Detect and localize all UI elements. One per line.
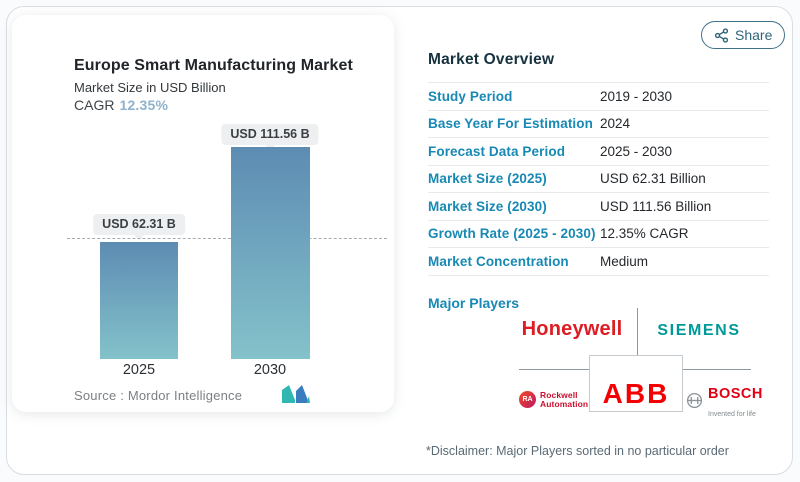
bosch-wordmark: BOSCH xyxy=(708,386,763,402)
table-row-market-size-2025: Market Size (2025) USD 62.31 Billion xyxy=(428,166,769,193)
table-row-growth-rate: Growth Rate (2025 - 2030) 12.35% CAGR xyxy=(428,221,769,248)
bar-value-label-2030: USD 111.56 B xyxy=(221,124,319,145)
bosch-tagline: Invented for life xyxy=(708,411,756,418)
row-value: 12.35% CAGR xyxy=(600,226,689,242)
overview-table: Study Period 2019 - 2030 Base Year For E… xyxy=(428,82,769,276)
abb-logo-box: ABB xyxy=(589,355,683,412)
players-vertical-divider xyxy=(637,308,639,355)
major-players-title: Major Players xyxy=(428,295,520,311)
rockwell-automation-logo: RA Rockwell Automation xyxy=(519,391,588,408)
players-horizontal-line-left xyxy=(519,369,589,371)
bosch-logo: BOSCH Invented for life xyxy=(686,385,763,421)
row-label: Growth Rate (2025 - 2030) xyxy=(428,226,596,242)
rockwell-line1: Rockwell xyxy=(540,390,578,400)
x-axis-label-2030: 2030 xyxy=(253,362,287,378)
x-axis-label-2025: 2025 xyxy=(122,362,156,378)
table-row-forecast-period: Forecast Data Period 2025 - 2030 xyxy=(428,138,769,166)
chart-source: Source : Mordor Intelligence xyxy=(74,388,243,403)
siemens-logo: SIEMENS xyxy=(657,322,741,339)
row-label: Base Year For Estimation xyxy=(428,116,593,132)
disclaimer-text: *Disclaimer: Major Players sorted in no … xyxy=(426,444,729,458)
overview-title: Market Overview xyxy=(428,51,555,68)
row-label: Market Concentration xyxy=(428,253,569,269)
chart-title: Europe Smart Manufacturing Market xyxy=(74,57,353,74)
table-row-study-period: Study Period 2019 - 2030 xyxy=(428,83,769,111)
table-row-market-concentration: Market Concentration Medium xyxy=(428,248,769,276)
rockwell-wordmark: Rockwell Automation xyxy=(540,391,588,408)
row-value: 2019 - 2030 xyxy=(600,88,673,104)
row-label: Market Size (2030) xyxy=(428,198,547,214)
cagr-value: 12.35% xyxy=(119,97,169,113)
row-value: 2025 - 2030 xyxy=(600,143,673,159)
chart-subtitle: Market Size in USD Billion xyxy=(74,80,226,95)
row-value: USD 62.31 Billion xyxy=(600,171,706,187)
row-label: Study Period xyxy=(428,88,513,104)
row-value: Medium xyxy=(600,253,649,269)
row-label: Forecast Data Period xyxy=(428,143,566,159)
market-chart-card: Europe Smart Manufacturing Market Market… xyxy=(12,15,394,412)
report-snapshot-card: Share Europe Smart Manufacturing Market … xyxy=(6,6,793,475)
table-row-market-size-2030: Market Size (2030) USD 111.56 Billion xyxy=(428,193,769,221)
rockwell-badge-icon: RA xyxy=(519,391,536,408)
rockwell-line2: Automation xyxy=(540,398,589,409)
mordor-intelligence-logo-icon xyxy=(282,385,310,408)
abb-logo: ABB xyxy=(602,378,670,409)
honeywell-logo: Honeywell xyxy=(521,318,623,340)
share-button-label: Share xyxy=(735,27,773,43)
share-button[interactable]: Share xyxy=(701,21,786,49)
bar-value-label-2025: USD 62.31 B xyxy=(93,214,185,235)
bosch-armature-icon xyxy=(686,392,703,414)
row-value: USD 111.56 Billion xyxy=(600,198,712,214)
share-icon xyxy=(714,27,729,43)
chart-cagr: CAGR 12.35% xyxy=(74,97,168,113)
players-horizontal-line-right xyxy=(683,369,751,371)
cagr-label: CAGR xyxy=(74,97,115,113)
row-value: 2024 xyxy=(600,116,631,132)
bar-2030 xyxy=(231,147,310,359)
table-row-base-year: Base Year For Estimation 2024 xyxy=(428,111,769,138)
bar-2025 xyxy=(100,242,178,359)
reference-dashed-line xyxy=(67,238,387,239)
row-label: Market Size (2025) xyxy=(428,171,547,187)
